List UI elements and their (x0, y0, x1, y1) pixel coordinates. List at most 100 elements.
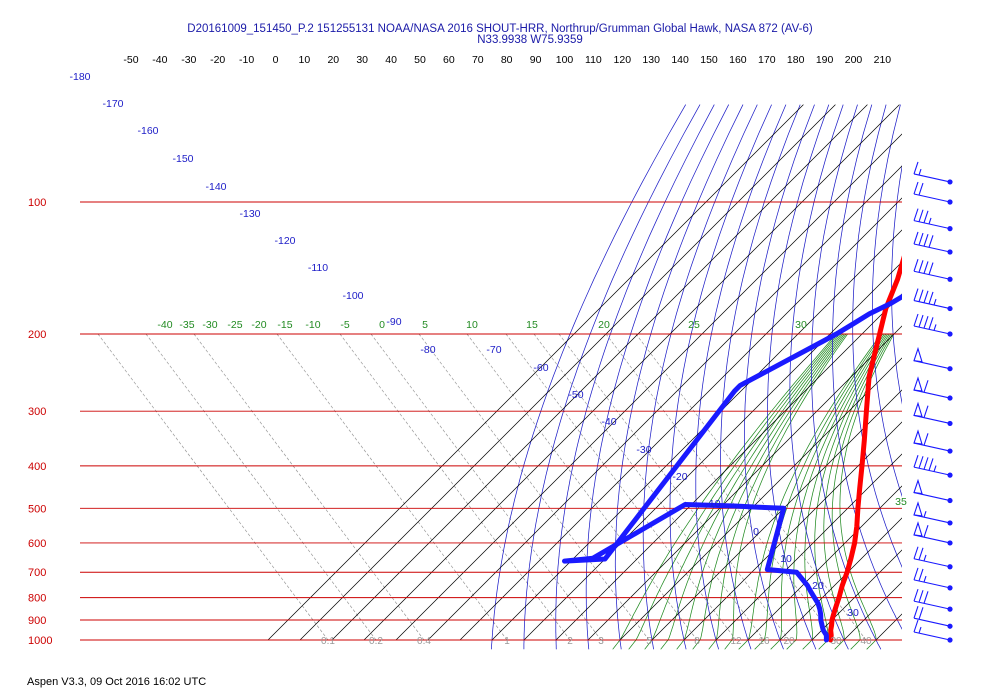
isotherm-label: 110 (585, 54, 602, 66)
isotherm-label: 80 (501, 54, 513, 66)
isotherm-label: 190 (816, 54, 834, 66)
isotherm-line (331, 104, 868, 641)
temperature-profile (828, 255, 902, 643)
pressure-label-700: 700 (28, 567, 46, 579)
dry-adiabat-label: 30 (847, 607, 859, 619)
mixing-ratio-lines (97, 333, 867, 641)
mixing-ratio-label: 12 (730, 636, 742, 647)
isotherm-line (651, 389, 902, 641)
pressure-label-600: 600 (28, 538, 46, 550)
dry-adiabat-line (891, 164, 902, 405)
dry-adiabat-line (555, 104, 715, 650)
moist-adiabat-label: 35 (895, 496, 907, 508)
chart-subtitle-location: N33.9938 W75.9359 (477, 34, 583, 46)
moist-adiabat-line (660, 333, 842, 650)
mixing-ratio-label: 20 (783, 636, 795, 647)
isotherm-label: 210 (874, 54, 892, 66)
wind-barb (913, 231, 953, 255)
dry-adiabat-label: -80 (420, 344, 435, 356)
chart-title: D20161009_151450_P.2 151255131 NOAA/NASA… (187, 23, 813, 35)
moist-adiabat-line (676, 333, 844, 650)
mixing-ratio-label: 40 (860, 636, 872, 647)
isotherm-label: 30 (356, 54, 368, 66)
dry-adiabat-label: -30 (636, 444, 651, 456)
isotherm-label: 180 (787, 54, 805, 66)
isotherm-label: 40 (385, 54, 397, 66)
dry-adiabat-label: -120 (274, 235, 295, 247)
pressure-label-800: 800 (28, 593, 46, 605)
mixing-ratio-label: 2 (567, 636, 573, 647)
isotherm-label: 130 (642, 54, 660, 66)
dry-adiabat-line (872, 104, 902, 498)
dry-adiabat-line (614, 104, 744, 650)
mixing-ratio-line (505, 333, 737, 641)
dry-adiabat-label: -60 (533, 362, 548, 374)
mixing-ratio-label: 0.1 (321, 636, 335, 647)
isotherm-label: -40 (152, 54, 167, 66)
isotherm-line (779, 517, 902, 641)
dry-adiabat-label: -180 (69, 71, 90, 83)
mixing-ratio-line (276, 333, 508, 641)
mixing-ratio-line (97, 333, 329, 641)
wind-barb (913, 313, 953, 337)
isotherm-label: 20 (327, 54, 339, 66)
isotherm-line (395, 133, 902, 641)
isotherm-line (747, 485, 902, 641)
moist-adiabat-label: -10 (305, 319, 320, 331)
isotherm-label: 60 (443, 54, 455, 66)
mixing-ratio-line (558, 333, 790, 641)
dry-adiabat-label: -100 (342, 290, 363, 302)
isotherm-line (715, 453, 902, 641)
dry-adiabat-label: -10 (705, 498, 720, 510)
isotherms (267, 104, 1000, 641)
dry-adiabat-line (585, 104, 730, 650)
wind-barb (913, 376, 953, 401)
isotherm-line (940, 105, 1000, 640)
dry-adiabat-label: -140 (205, 181, 226, 193)
mixing-ratio-line (466, 333, 698, 641)
dry-adiabat-label: 10 (780, 553, 792, 565)
moist-adiabat-label: -25 (227, 319, 242, 331)
dry-adiabat-line (695, 104, 787, 650)
dry-adiabat-label: -170 (102, 98, 123, 110)
dry-adiabat-line (744, 104, 815, 650)
moist-adiabat-line (612, 333, 837, 650)
isotherm-label: 170 (758, 54, 776, 66)
wind-barb (913, 606, 953, 629)
isotherm-line (875, 613, 902, 641)
dry-adiabat-line (852, 104, 902, 568)
isotherm-line (811, 549, 902, 641)
dry-adiabat-line (963, 105, 1000, 650)
dry-adiabat-line (669, 104, 772, 650)
dry-adiabat-line (767, 104, 830, 650)
mixing-ratio-label: 5 (646, 636, 652, 647)
dry-adiabat-line (996, 105, 1000, 650)
isotherm-line (459, 197, 902, 641)
wind-barbs (913, 161, 953, 643)
dry-adiabat-line (910, 105, 1000, 650)
mixing-ratio-label: 30 (830, 636, 842, 647)
mixing-ratio-line (370, 333, 602, 641)
isotherm-line (619, 357, 902, 641)
mixing-ratio-label: 8 (694, 636, 700, 647)
pressure-label-300: 300 (28, 406, 46, 418)
wind-barb (913, 546, 953, 570)
mixing-ratio-label: 1 (504, 636, 510, 647)
moist-adiabat-label: -35 (179, 319, 194, 331)
wind-barb (913, 208, 953, 232)
mixing-ratio-line (635, 333, 867, 641)
isotherm-line (363, 104, 900, 641)
isotherm-label: 120 (614, 54, 632, 66)
isotherm-label: 90 (530, 54, 542, 66)
moist-adiabat-label: -5 (340, 319, 349, 331)
moist-adiabat-label: 20 (598, 319, 610, 331)
dry-adiabat-label: -90 (386, 316, 401, 328)
mixing-ratio-line (533, 333, 765, 641)
moist-adiabat-label: 10 (466, 319, 478, 331)
mixing-ratio-line (193, 333, 425, 641)
wind-barb (913, 521, 953, 546)
dry-adiabat-label: -150 (172, 153, 193, 165)
dry-adiabats (491, 104, 1000, 650)
